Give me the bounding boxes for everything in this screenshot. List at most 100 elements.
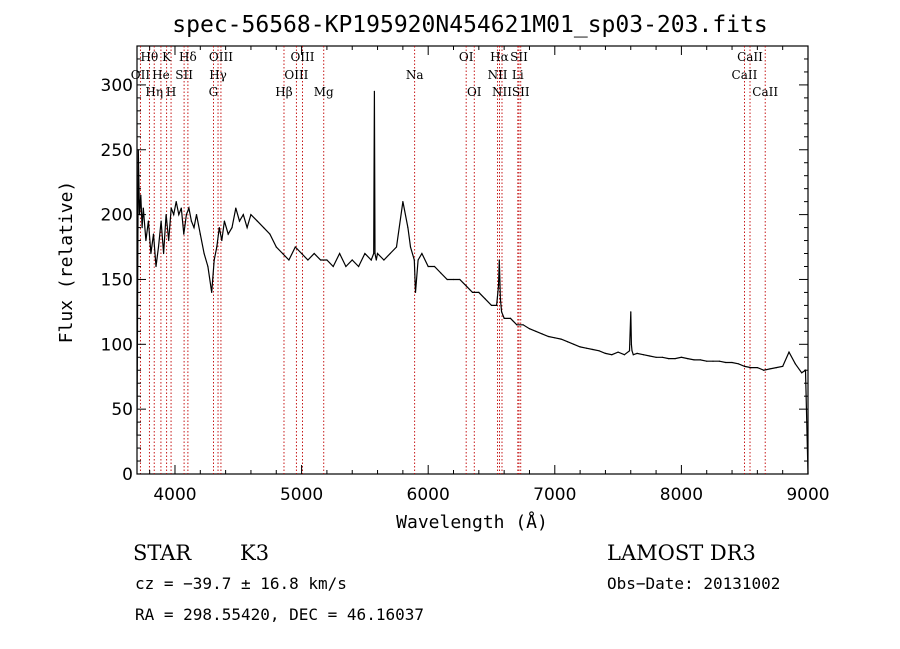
spectrum-point — [301, 252, 303, 255]
spectrum-point — [628, 350, 631, 352]
spectrum-point — [661, 356, 664, 358]
spectrum-point — [407, 227, 409, 229]
spectrum-point — [617, 351, 619, 353]
spectrum-point — [275, 246, 277, 248]
spectrum-point — [788, 351, 790, 353]
spectrum-point — [364, 252, 366, 255]
spectrum-point — [725, 361, 727, 364]
spectrum-point — [731, 361, 733, 364]
spectrum-point — [501, 311, 503, 313]
spectrum-point — [223, 220, 225, 222]
spectrum-point — [490, 304, 493, 306]
spectrum-point — [207, 265, 209, 268]
spectrum-point — [522, 324, 524, 326]
spectrum-point — [516, 324, 518, 326]
spectrum-point — [175, 201, 177, 203]
spectrum-point — [190, 220, 192, 222]
spectrum-point — [150, 252, 152, 255]
spectrum-point — [138, 214, 141, 216]
spectrum-point — [579, 346, 581, 348]
spectrum-point — [433, 265, 436, 268]
spectrum-point — [170, 207, 172, 209]
spectral-line-label-15: Na — [406, 68, 424, 82]
spectrum-point — [211, 291, 213, 293]
spectrum-point — [414, 291, 417, 293]
object-subclass: K3 — [240, 541, 269, 565]
y-tick-label-4: 200 — [101, 206, 133, 226]
spectrum-point — [140, 194, 142, 196]
spectrum-point — [604, 352, 607, 354]
spectrum-point — [585, 347, 588, 349]
spectrum-point — [180, 207, 182, 209]
spectrum-point — [383, 259, 385, 261]
spectrum-point — [218, 227, 220, 229]
spectral-line-label-18: Hα — [490, 50, 509, 64]
spectrum-point — [782, 365, 784, 367]
spectrum-point — [235, 207, 237, 209]
spectral-line-label-25: CaII — [732, 68, 758, 82]
spectral-line-label-3: K — [162, 50, 172, 64]
spectral-line-label-11: OIII — [290, 50, 314, 64]
spectral-line-label-16: OI — [459, 50, 474, 64]
spectrum-point — [183, 233, 185, 235]
spectrum-point — [509, 317, 512, 319]
spectrum-point — [503, 317, 505, 319]
spectrum-point — [188, 207, 190, 209]
x-tick-label-5: 9000 — [786, 485, 829, 505]
spectrum-point — [417, 259, 419, 261]
spectrum-point — [687, 358, 689, 360]
spectrum-point — [389, 252, 391, 255]
spectrum-point — [332, 265, 334, 268]
spectrum-point — [632, 354, 634, 356]
spectrum-point — [750, 367, 752, 369]
spectrum-point — [145, 239, 147, 242]
spectral-line-label-24: CaII — [737, 50, 763, 64]
x-axis-label: Wavelength (Å) — [396, 511, 548, 533]
spectral-line-label-14: Mg — [314, 85, 334, 99]
axis-ticks: 4000 5000 6000 7000 8000 9000 0 50 100 150 200 250 3… — [101, 46, 830, 505]
y-tick-label-3: 150 — [101, 270, 133, 290]
spectrum-point — [238, 220, 241, 222]
spectrum-point — [706, 360, 708, 362]
spectrum-point — [497, 285, 500, 287]
spectrum-point — [547, 335, 550, 338]
spectrum-point — [141, 227, 143, 229]
spectrum-point — [636, 352, 638, 354]
spectrum-point — [541, 333, 543, 335]
y-axis-label: Flux (relative) — [56, 181, 77, 344]
spectrum-point — [213, 259, 215, 261]
spectrum-point — [193, 227, 195, 229]
spectrum-point — [718, 360, 721, 362]
spectrum-point — [376, 252, 379, 255]
spectrum-point — [152, 233, 155, 235]
spectrum-point — [471, 291, 474, 293]
spectrum-point — [560, 338, 562, 340]
spectral-line-label-12: OIII — [284, 68, 308, 82]
spectrum-point — [307, 259, 309, 261]
spectral-line-label-20: NII — [492, 85, 512, 99]
spectrum-point — [459, 278, 461, 281]
spectrum-point — [737, 363, 740, 365]
plot-frame — [136, 45, 809, 475]
spectrum-point — [554, 337, 556, 339]
spectrum-point — [173, 214, 175, 216]
spectrum-point — [465, 285, 467, 287]
spectrum-point — [178, 214, 180, 216]
chart-title: spec-56568-KP195920N454621M01_sp03-203.f… — [172, 12, 767, 38]
spectrum-point — [655, 356, 657, 358]
spectrum-point — [484, 298, 486, 300]
spectral-line-markers — [139, 46, 766, 474]
spectrum-point — [320, 259, 322, 261]
y-tick-label-5: 250 — [101, 141, 133, 161]
spectral-line-label-21: SII — [510, 50, 528, 64]
spectrum-point — [163, 252, 165, 255]
spectral-line-label-2: Hη — [145, 85, 163, 99]
spectrum-point — [269, 233, 271, 235]
spectral-line-label-6: Hδ — [179, 50, 197, 64]
survey-name: LAMOST DR3 — [607, 541, 756, 565]
coordinates: RA = 298.55420, DEC = 46.16037 — [135, 605, 424, 624]
spectrum-point — [699, 359, 702, 361]
spectral-line-labels: Hθ OII Hη K He H Hδ SII OIII Hγ G OIII OIII Hβ Mg Na OI O… — [131, 50, 779, 99]
spectrum-point — [499, 298, 501, 300]
